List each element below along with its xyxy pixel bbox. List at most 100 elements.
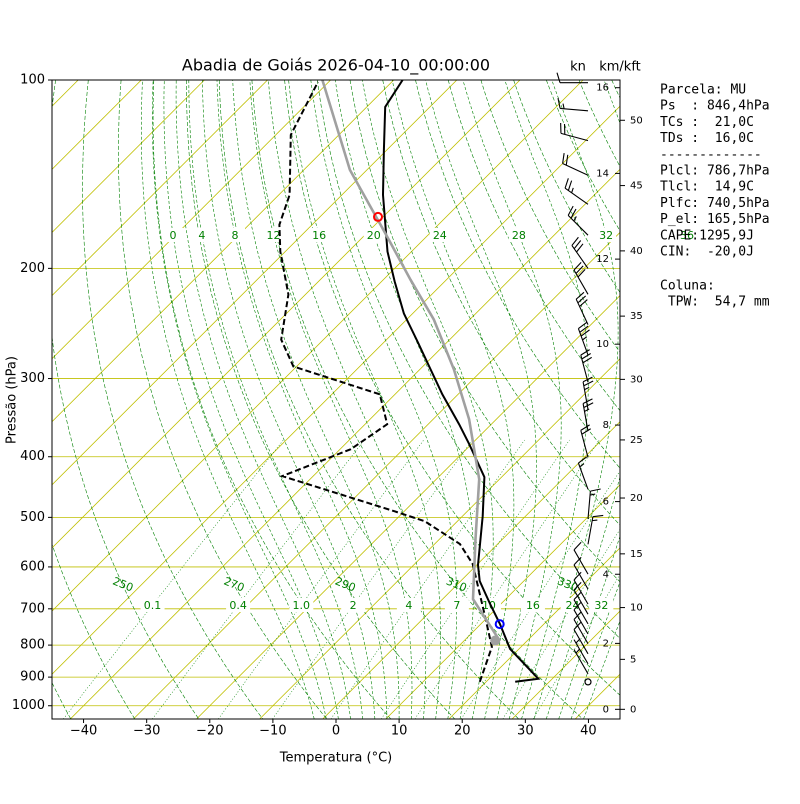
info-line: Tlcl: 14,9C [660, 180, 754, 195]
mixing-ratio-label: 1.0 [293, 599, 311, 612]
x-tick-label: 0 [332, 724, 340, 739]
wind-barb [565, 178, 588, 204]
moist-adiabat [152, 80, 326, 719]
wind-barb [574, 639, 588, 664]
mixing-ratio-label: 0.1 [144, 599, 162, 612]
km-tick-label: 10 [596, 339, 609, 350]
km-tick-label: 16 [596, 83, 609, 94]
height-unit: km/kft [599, 60, 641, 75]
x-tick-label: 10 [391, 724, 408, 739]
info-line: TCs : 21,0C [660, 115, 754, 130]
moist-adiabat-label: 8 [231, 229, 238, 242]
wind-barb [588, 515, 603, 544]
mixing-ratio-label: 32 [594, 599, 608, 612]
dry-adiabat-label: 310 [444, 575, 468, 595]
y-tick-label: 200 [20, 261, 45, 276]
x-tick-label: −40 [70, 724, 97, 739]
moist-adiabat-label: 24 [433, 229, 447, 242]
x-axis-label: Temperatura (°C) [279, 751, 392, 766]
wind-calm [585, 679, 591, 685]
kft-tick-label: 20 [630, 493, 643, 504]
km-tick-label: 12 [596, 254, 609, 265]
moist-adiabat [141, 80, 314, 719]
wind-barb [561, 123, 588, 141]
chart-title: Abadia de Goiás 2026-04-10_00:00:00 [182, 56, 490, 76]
info-line: Plfc: 740,5hPa [660, 196, 770, 211]
km-tick-label: 4 [603, 569, 609, 580]
dry-adiabat [6, 80, 135, 719]
x-tick-label: −10 [259, 724, 286, 739]
dry-adiabat [285, 80, 647, 719]
mixing-ratio-label: 4 [405, 599, 412, 612]
y-tick-label: 500 [20, 510, 45, 525]
kft-tick-label: 35 [630, 311, 643, 322]
moist-adiabat [250, 80, 412, 719]
x-tick-label: −20 [196, 724, 223, 739]
info-line: Ps : 846,4hPa [660, 99, 770, 114]
km-tick-label: 2 [603, 638, 609, 649]
km-tick-label: 14 [596, 168, 609, 179]
y-tick-label: 900 [20, 670, 45, 685]
y-tick-label: 700 [20, 601, 45, 616]
moist-adiabat-label: 32 [599, 229, 613, 242]
dry-adiabat [775, 80, 800, 719]
wind-barb [574, 622, 588, 654]
y-tick-label: 400 [20, 449, 45, 464]
y-tick-label: 1000 [12, 698, 45, 713]
kft-tick-label: 25 [630, 435, 643, 446]
isotherm [70, 80, 709, 719]
mixing-ratio-label: 16 [526, 599, 540, 612]
dry-adiabat-label: 250 [111, 575, 135, 595]
y-tick-label: 100 [20, 73, 45, 88]
moist-adiabat-label: 20 [367, 229, 381, 242]
kft-tick-label: 0 [630, 704, 636, 715]
x-tick-label: −30 [133, 724, 160, 739]
profile-line [322, 80, 500, 641]
kft-tick-label: 5 [630, 654, 636, 665]
km-tick-label: 8 [603, 420, 609, 431]
dry-adiabat [187, 80, 455, 719]
column-line: Coluna: [660, 279, 715, 294]
info-line: CAPE:1295,9J [660, 228, 754, 243]
x-tick-label: 20 [454, 724, 471, 739]
info-line: TDs : 16,0C [660, 131, 754, 146]
isotherm [7, 80, 646, 719]
info-line: Plcl: 786,7hPa [660, 164, 770, 179]
dry-adiabat-label: 290 [333, 575, 357, 595]
wind-barb [568, 206, 588, 235]
kft-tick-label: 10 [630, 603, 643, 614]
moist-adiabat [289, 80, 441, 719]
isotherm [0, 80, 204, 719]
kft-tick-label: 45 [630, 181, 643, 192]
isotherm [0, 80, 394, 719]
kft-tick-label: 50 [630, 115, 643, 126]
info-line: ------------- [660, 147, 762, 162]
isotherm [0, 80, 141, 719]
moist-adiabat-label: 28 [512, 229, 526, 242]
info-line: CIN: -20,0J [660, 245, 754, 260]
wind-barb [574, 649, 588, 674]
kft-tick-label: 30 [630, 374, 643, 385]
mixing-ratio-label: 2 [350, 599, 357, 612]
y-tick-label: 300 [20, 371, 45, 386]
wind-barb [578, 457, 588, 490]
info-line: P_el: 165,5hPa [660, 212, 770, 227]
moist-adiabat-label: 16 [312, 229, 326, 242]
isotherm [0, 80, 520, 719]
km-tick-label: 0 [603, 704, 609, 715]
moist-adiabat [202, 80, 374, 719]
km-tick-label: 6 [603, 497, 609, 508]
moist-adiabat-label: 0 [170, 229, 177, 242]
y-tick-label: 800 [20, 638, 45, 653]
parcel-marker [491, 637, 499, 645]
wind-barb [574, 262, 588, 294]
wind-barb [563, 153, 588, 175]
wind-unit: kn [570, 60, 586, 75]
x-tick-label: 40 [580, 724, 597, 739]
dry-adiabat [118, 80, 326, 719]
moist-adiabat-label: 4 [198, 229, 205, 242]
y-tick-label: 600 [20, 559, 45, 574]
mixing-ratio-label: 7 [453, 599, 460, 612]
kft-tick-label: 15 [630, 549, 643, 560]
